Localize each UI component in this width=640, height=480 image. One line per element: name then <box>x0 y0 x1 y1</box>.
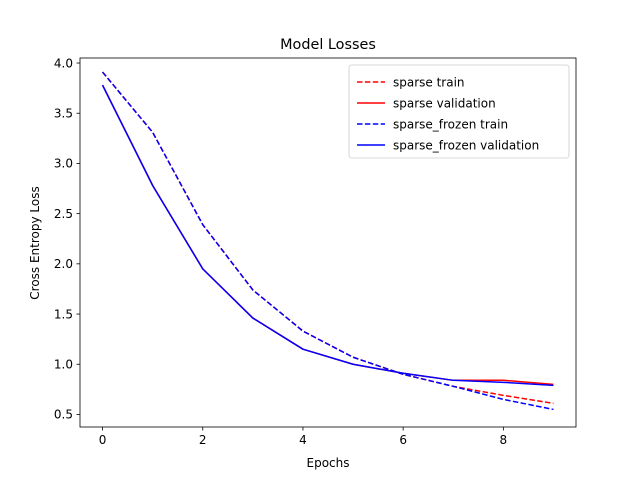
legend-label-1: sparse train <box>393 75 465 89</box>
series-layer <box>101 71 554 411</box>
legend-label-3: sparse_frozen train <box>393 117 508 131</box>
y-tick-label: 0.5 <box>54 408 73 422</box>
legend-box <box>348 64 570 159</box>
y-tick-label: 2.5 <box>54 207 73 221</box>
legend-label-4: sparse_frozen validation <box>393 138 539 152</box>
y-tick-label: 1.5 <box>54 307 73 321</box>
x-tick-label: 0 <box>99 433 107 447</box>
x-tick-label: 8 <box>500 433 508 447</box>
series-line-4 <box>101 84 554 387</box>
x-axis-label: Epochs <box>307 456 350 470</box>
chart-title: Model Losses <box>280 37 376 53</box>
y-axis-label: Cross Entropy Loss <box>28 186 42 299</box>
x-tick-label: 2 <box>199 433 207 447</box>
y-tick-label: 3.0 <box>54 157 73 171</box>
x-tick-label: 6 <box>399 433 407 447</box>
y-tick-label: 2.0 <box>54 257 73 271</box>
x-tick-label: 4 <box>299 433 307 447</box>
y-tick-label: 3.5 <box>54 107 73 121</box>
legend: sparse train sparse validation sparse_froz… <box>348 64 570 159</box>
axes-layer: 0 2 4 6 8 0.5 1.0 1.5 2.0 2.5 3.0 3.5 4.0 <box>54 56 577 447</box>
plot-frame <box>79 57 577 428</box>
legend-label-2: sparse validation <box>393 96 496 110</box>
y-tick-label: 1.0 <box>54 358 73 372</box>
y-tick-label: 4.0 <box>54 56 73 70</box>
series-line-3 <box>101 71 554 411</box>
